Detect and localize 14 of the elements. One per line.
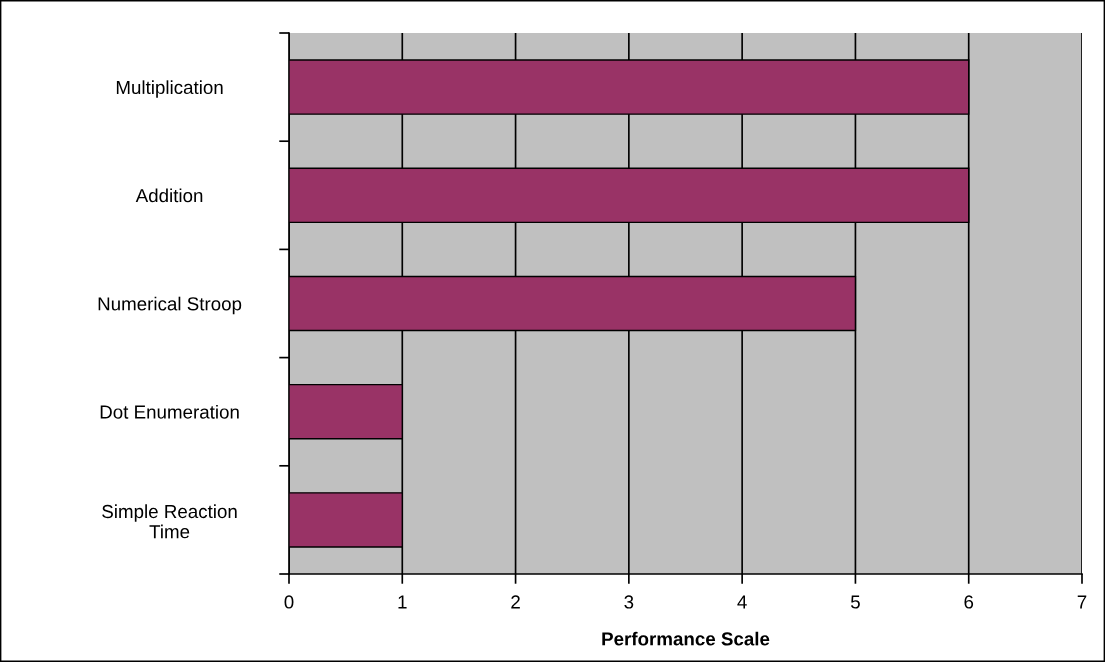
y-tick-label: Addition: [135, 188, 203, 203]
x-tick-label: 4: [737, 595, 747, 609]
y-tick-label: Dot Enumeration: [100, 404, 239, 419]
x-tick-label: 1: [398, 595, 407, 609]
x-tick-label: 5: [850, 595, 860, 609]
x-axis-title: Performance Scale: [602, 631, 770, 646]
y-tick-label: Simple Reaction Time: [102, 504, 237, 539]
y-tick-label: Numerical Stroop: [98, 296, 242, 315]
x-tick-label: 0: [284, 595, 294, 609]
x-tick-label: 3: [624, 595, 634, 609]
x-tick-label: 7: [1077, 595, 1087, 609]
x-tick-label: 6: [964, 595, 974, 609]
x-tick-label: 2: [511, 595, 520, 609]
y-tick-label: Multiplication: [116, 80, 223, 98]
